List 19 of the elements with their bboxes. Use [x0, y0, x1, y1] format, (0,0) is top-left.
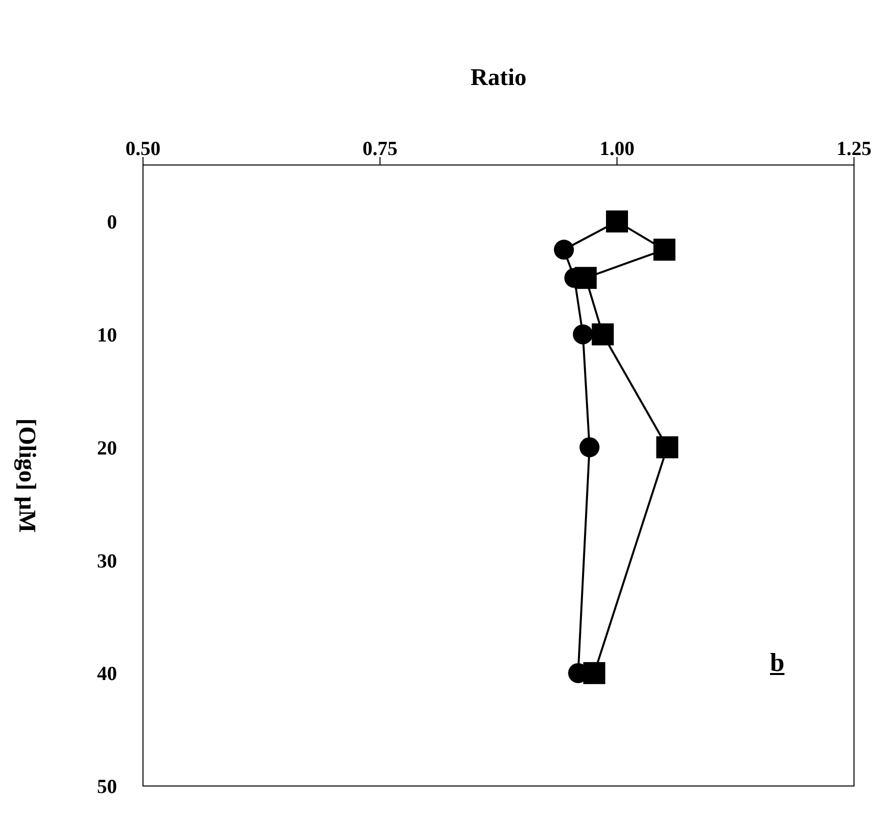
point	[592, 323, 614, 346]
x-axis-title: Ratio	[470, 65, 526, 92]
y-tick-label: 50	[97, 776, 117, 798]
y-tick-label: 40	[97, 663, 117, 686]
x-tick-label: 1.25	[836, 138, 872, 160]
y-tick-label: 0	[107, 212, 117, 234]
y-tick-label: 20	[97, 437, 117, 460]
y-tick-label: 10	[97, 324, 117, 346]
annotation: b	[770, 648, 784, 678]
point	[656, 436, 678, 458]
point	[554, 240, 574, 260]
point	[580, 437, 600, 458]
x-tick-label: 0.50	[126, 138, 160, 160]
y-tick-label: 30	[97, 550, 117, 572]
y-axis-title: [Oligo] μM	[13, 418, 40, 533]
x-tick-label: 1.00	[600, 138, 634, 160]
x-tick-label: 0.75	[362, 138, 398, 160]
point	[572, 324, 593, 344]
point	[653, 238, 676, 261]
